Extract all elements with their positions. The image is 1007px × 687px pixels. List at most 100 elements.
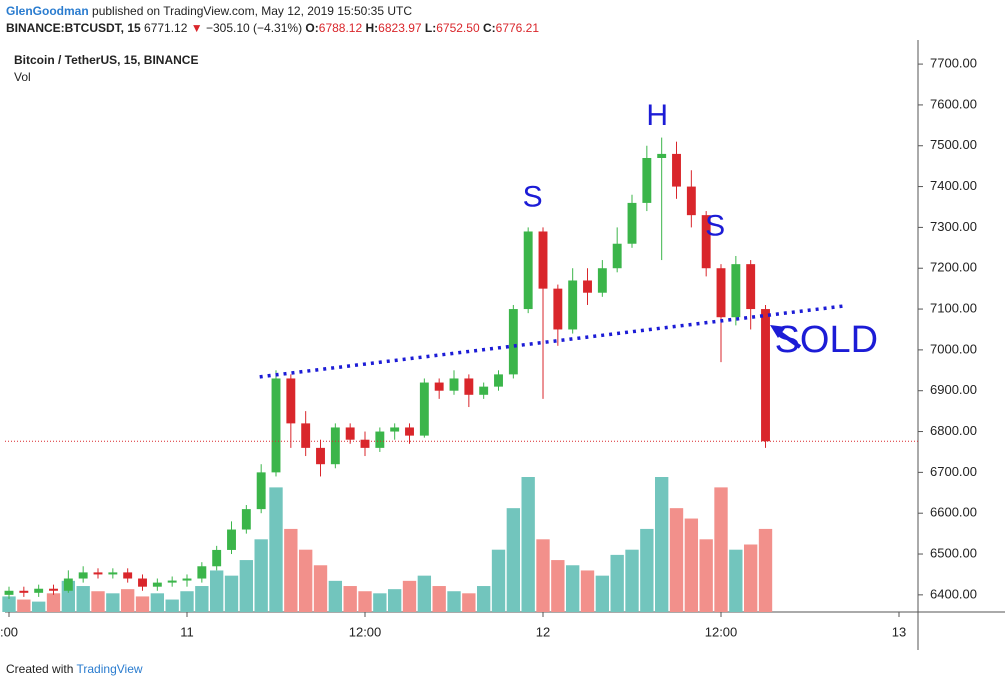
volume-bar: [284, 528, 298, 612]
volume-bar: [610, 554, 624, 612]
candle-body: [419, 382, 429, 436]
y-tick-label: 6500.00: [930, 545, 977, 560]
volume-bar: [239, 560, 254, 612]
volume-bar: [447, 591, 461, 612]
close-label: C:: [482, 21, 496, 35]
y-tick-label: 7000.00: [930, 341, 977, 356]
candle-body: [167, 580, 177, 583]
down-arrow: ▼: [190, 21, 203, 35]
candle-body: [256, 472, 266, 510]
volume-bar: [209, 570, 224, 612]
volume-bar: [699, 539, 713, 612]
candle-body: [479, 386, 489, 395]
volume-bar: [714, 487, 728, 612]
candle-body: [612, 243, 622, 269]
volume-bar: [328, 580, 343, 612]
volume-bar: [684, 518, 699, 612]
candle-body: [19, 590, 29, 593]
volume-bar: [417, 575, 432, 612]
volume-bar: [744, 544, 758, 612]
low-value: 6752.50: [436, 21, 480, 35]
symbol: BINANCE:BTCUSDT, 15: [6, 21, 141, 35]
volume-bar: [150, 593, 165, 612]
symbol-legend: Bitcoin / TetherUS, 15, BINANCE: [14, 53, 198, 67]
candle-body: [716, 268, 726, 318]
author[interactable]: GlenGoodman: [6, 4, 89, 18]
high-label: H:: [365, 21, 379, 35]
candle-body: [212, 549, 222, 567]
candle-body: [182, 578, 192, 581]
volume-bar: [595, 575, 610, 612]
volume-legend: Vol: [14, 70, 31, 84]
candle-body: [330, 427, 340, 465]
close-value: 6776.21: [495, 21, 540, 35]
candle-body: [4, 590, 14, 595]
high-value: 6823.97: [378, 21, 422, 35]
last-price: 6771.12: [144, 21, 188, 35]
candle-body: [434, 382, 444, 391]
candle-body: [375, 431, 385, 448]
pattern-label: H: [646, 99, 668, 132]
y-tick-label: 6700.00: [930, 464, 977, 479]
candle-body: [494, 374, 503, 387]
x-tick-label: 12:00: [705, 624, 738, 639]
volume-bar: [254, 539, 268, 612]
volume-bar: [91, 591, 105, 612]
candle-body: [301, 423, 311, 448]
candle-body: [138, 578, 147, 587]
y-tick-label: 7200.00: [930, 260, 977, 275]
candle-body: [731, 264, 741, 318]
candle-body: [108, 572, 118, 575]
open-label: O:: [305, 21, 319, 35]
candle-body: [405, 427, 414, 436]
candle-body: [227, 529, 236, 550]
y-tick-label: 7300.00: [930, 219, 977, 234]
volume-bar: [17, 599, 31, 612]
y-tick-label: 7700.00: [930, 56, 977, 71]
candle-body: [78, 572, 88, 579]
y-tick-label: 7100.00: [930, 300, 977, 315]
volume-bar: [729, 549, 743, 612]
volume-bar: [31, 601, 46, 612]
volume-bar: [313, 565, 328, 612]
volume-bar: [758, 528, 773, 612]
candle-body: [627, 202, 637, 244]
open-value: 6788.12: [318, 21, 363, 35]
candle-body: [316, 447, 325, 465]
brand-link[interactable]: TradingView: [76, 662, 143, 676]
candle-body: [523, 231, 533, 310]
candle-body: [642, 157, 652, 203]
candle-body: [286, 378, 296, 424]
volume-bar: [669, 508, 684, 612]
candle-body: [701, 215, 711, 269]
candle-body: [583, 280, 592, 293]
volume-bar: [432, 586, 446, 612]
volume-bar: [536, 539, 550, 612]
volume-bar: [655, 477, 669, 612]
candle-body: [360, 439, 370, 448]
volume-bar: [388, 589, 402, 612]
candle-body: [390, 427, 400, 432]
volume-bar: [477, 586, 491, 612]
pattern-label: S: [705, 209, 725, 242]
y-tick-label: 7400.00: [930, 178, 977, 193]
volume-bar: [46, 593, 61, 612]
x-tick-label: 13: [892, 624, 906, 639]
volume-bar: [2, 596, 16, 612]
change: −305.10 (−4.31%): [206, 21, 303, 35]
volume-bar: [195, 586, 209, 612]
volume-bar: [521, 477, 535, 612]
candle-body: [271, 378, 281, 473]
volume-bar: [506, 508, 521, 612]
volume-bar: [551, 560, 565, 612]
publish-info: published on TradingView.com, May 12, 20…: [92, 4, 412, 18]
created-with: Created with: [6, 662, 74, 676]
y-tick-label: 6400.00: [930, 586, 977, 601]
publish-line: GlenGoodman published on TradingView.com…: [6, 4, 412, 18]
x-tick-label: 11: [180, 624, 194, 639]
candle-body: [597, 268, 607, 293]
volume-bar: [135, 596, 150, 612]
volume-bar: [269, 487, 283, 612]
y-tick-label: 7500.00: [930, 137, 977, 152]
